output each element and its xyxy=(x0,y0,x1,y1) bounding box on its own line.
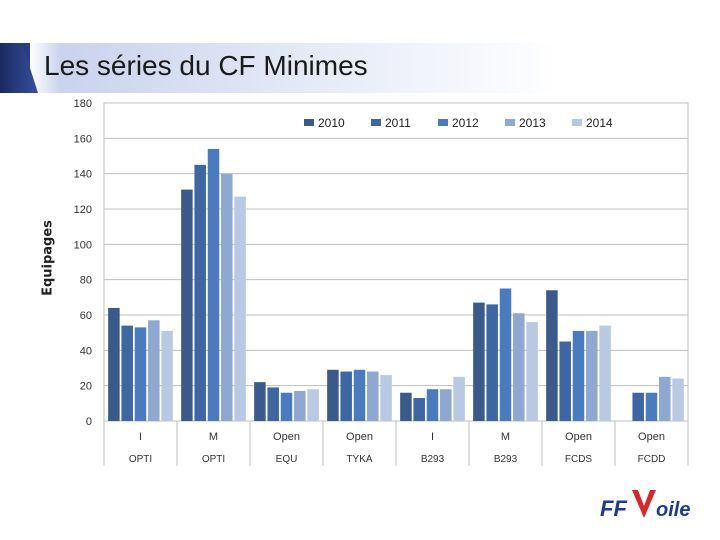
bar xyxy=(148,320,160,421)
x-tick-label: I xyxy=(431,431,434,443)
y-tick-label: 160 xyxy=(74,133,92,145)
x-group-label: FCDS xyxy=(565,454,593,465)
bar xyxy=(194,164,206,422)
y-tick-label: 120 xyxy=(74,204,92,216)
y-tick-label: 60 xyxy=(80,310,92,322)
bar xyxy=(254,382,266,421)
bar xyxy=(453,376,465,421)
bar xyxy=(559,341,571,421)
legend-label: 2010 xyxy=(318,116,345,130)
x-tick-label: I xyxy=(139,431,142,443)
bar xyxy=(659,376,671,421)
bar xyxy=(280,392,293,421)
y-tick-label: 40 xyxy=(80,345,92,357)
legend-swatch xyxy=(572,119,582,126)
y-tick-label: 20 xyxy=(80,381,92,393)
y-tick-label: 140 xyxy=(74,169,92,181)
bar xyxy=(599,325,611,421)
page-title: Les séries du CF Minimes xyxy=(44,50,368,81)
bar xyxy=(645,392,658,421)
bar xyxy=(380,375,392,421)
legend-label: 2013 xyxy=(519,116,546,130)
x-group-label: TYKA xyxy=(346,454,372,465)
bar xyxy=(327,369,339,421)
x-tick-label: M xyxy=(209,431,218,443)
legend-label: 2012 xyxy=(452,116,479,130)
bar xyxy=(353,369,366,421)
x-group-label: OPTI xyxy=(129,454,152,465)
bar xyxy=(121,325,133,421)
y-tick-label: 100 xyxy=(74,239,92,251)
bar xyxy=(181,189,193,421)
bar xyxy=(526,322,538,421)
x-group-label: EQU xyxy=(276,454,298,465)
bar xyxy=(367,371,379,421)
y-axis-label: Equipages xyxy=(40,220,56,296)
legend-swatch xyxy=(438,119,448,126)
bar xyxy=(572,330,585,421)
bar xyxy=(234,196,246,421)
bar xyxy=(207,148,220,421)
bar xyxy=(632,392,644,421)
title-band xyxy=(0,43,720,93)
bar xyxy=(400,392,412,421)
x-tick-label: Open xyxy=(638,431,665,443)
x-group-label: FCDD xyxy=(638,454,666,465)
x-tick-label: Open xyxy=(273,431,300,443)
x-group-label: B293 xyxy=(494,454,518,465)
y-tick-label: 80 xyxy=(80,275,92,287)
legend-swatch xyxy=(304,119,314,126)
bar xyxy=(426,389,439,421)
bar xyxy=(267,387,279,421)
bar xyxy=(546,290,558,421)
bar xyxy=(440,389,452,421)
bar xyxy=(586,330,598,421)
bar xyxy=(486,304,498,421)
svg-text:FF: FF xyxy=(600,496,627,521)
ffvoile-logo: FF oile xyxy=(600,490,690,521)
x-group-label: B293 xyxy=(421,454,445,465)
bar xyxy=(134,327,147,421)
bar xyxy=(221,173,233,421)
x-tick-label: Open xyxy=(565,431,592,443)
bar xyxy=(307,389,319,421)
legend-swatch xyxy=(505,119,515,126)
bar xyxy=(672,378,684,421)
legend-label: 2011 xyxy=(385,116,411,130)
bar xyxy=(161,330,173,421)
y-tick-label: 0 xyxy=(86,416,92,428)
legend-label: 2014 xyxy=(586,116,613,130)
bar xyxy=(473,302,485,421)
bar xyxy=(108,307,120,421)
svg-text:oile: oile xyxy=(656,499,690,521)
bar xyxy=(513,313,525,421)
x-group-label: OPTI xyxy=(202,454,225,465)
legend-swatch xyxy=(371,119,381,126)
y-tick-label: 180 xyxy=(74,98,92,110)
bar xyxy=(499,288,512,421)
bar xyxy=(294,390,306,421)
bar xyxy=(340,371,352,421)
x-tick-label: Open xyxy=(346,431,373,443)
x-tick-label: M xyxy=(501,431,510,443)
bar xyxy=(413,398,425,421)
